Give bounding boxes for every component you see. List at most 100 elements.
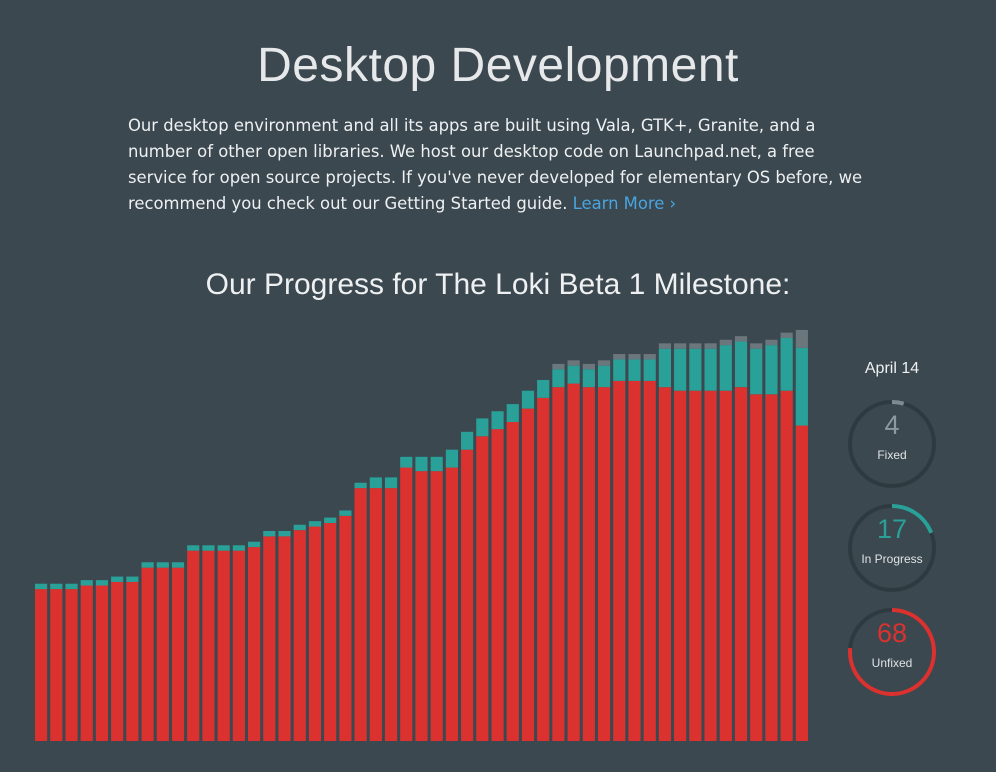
bar-in-progress-45 xyxy=(719,345,732,391)
bar-unfixed-37 xyxy=(597,387,611,741)
unfixed-stat: 68 Unfixed xyxy=(846,606,938,698)
bar-in-progress-35 xyxy=(567,365,580,384)
bar-in-progress-12 xyxy=(217,545,230,551)
bar-in-progress-37 xyxy=(597,365,611,388)
bar-unfixed-27 xyxy=(445,467,458,741)
bar-unfixed-45 xyxy=(719,390,732,741)
in-progress-label: In Progress xyxy=(861,552,923,566)
bar-fixed-38 xyxy=(613,354,626,360)
bar-in-progress-3 xyxy=(80,580,93,586)
page-title: Desktop Development xyxy=(257,39,739,92)
bar-unfixed-9 xyxy=(171,567,185,741)
bar-unfixed-6 xyxy=(126,581,139,741)
bar-fixed-47 xyxy=(750,343,763,349)
progress-subtitle: Our Progress for The Loki Beta 1 Milesto… xyxy=(205,268,791,301)
bar-unfixed-43 xyxy=(689,390,702,741)
learn-more-link[interactable]: Learn More › xyxy=(572,194,677,213)
bar-unfixed-7 xyxy=(141,567,154,741)
bar-unfixed-15 xyxy=(263,536,276,741)
fixed-count: 4 xyxy=(884,410,900,440)
bar-unfixed-49 xyxy=(780,390,793,741)
bar-in-progress-47 xyxy=(750,348,763,395)
bar-unfixed-28 xyxy=(461,449,474,741)
bar-fixed-36 xyxy=(582,363,595,370)
unfixed-count: 68 xyxy=(876,618,908,648)
bar-unfixed-17 xyxy=(293,530,306,741)
bar-unfixed-30 xyxy=(491,429,504,741)
bar-in-progress-17 xyxy=(293,524,306,531)
bar-in-progress-26 xyxy=(430,456,443,472)
bar-in-progress-11 xyxy=(202,545,215,551)
bar-unfixed-11 xyxy=(202,550,215,741)
fixed-stat: 4 Fixed xyxy=(846,398,938,490)
bar-fixed-35 xyxy=(567,360,580,366)
bar-unfixed-32 xyxy=(521,408,535,741)
bar-unfixed-10 xyxy=(187,550,200,741)
bar-in-progress-9 xyxy=(171,562,185,568)
bar-in-progress-18 xyxy=(308,521,322,527)
bar-in-progress-38 xyxy=(613,359,626,381)
bar-unfixed-4 xyxy=(95,585,109,741)
bar-unfixed-39 xyxy=(628,380,641,741)
bar-in-progress-42 xyxy=(674,348,687,391)
bar-in-progress-49 xyxy=(780,337,793,391)
bar-fixed-34 xyxy=(552,363,565,370)
bar-in-progress-39 xyxy=(628,359,641,381)
bar-in-progress-27 xyxy=(445,449,458,468)
bar-in-progress-13 xyxy=(232,545,245,551)
bar-unfixed-2 xyxy=(65,589,78,741)
bar-fixed-50 xyxy=(795,329,808,348)
bar-unfixed-24 xyxy=(400,467,413,741)
bar-unfixed-31 xyxy=(506,421,519,741)
bar-in-progress-15 xyxy=(263,531,276,537)
bar-unfixed-42 xyxy=(674,390,687,741)
bar-unfixed-40 xyxy=(643,380,656,741)
bar-in-progress-2 xyxy=(65,583,78,590)
bar-unfixed-29 xyxy=(476,436,489,741)
bar-unfixed-25 xyxy=(415,471,428,741)
bar-unfixed-44 xyxy=(704,390,717,741)
bar-unfixed-22 xyxy=(369,488,382,741)
in-progress-ring-icon xyxy=(848,504,936,592)
bar-fixed-45 xyxy=(719,339,732,346)
bar-unfixed-20 xyxy=(339,515,352,741)
bar-in-progress-14 xyxy=(248,541,261,548)
bar-unfixed-41 xyxy=(658,387,672,741)
bar-in-progress-41 xyxy=(658,348,672,388)
bar-in-progress-25 xyxy=(415,456,428,472)
bar-unfixed-5 xyxy=(111,581,124,741)
bar-unfixed-50 xyxy=(795,425,808,741)
stats-date: April 14 xyxy=(864,360,920,377)
bar-in-progress-44 xyxy=(704,348,717,391)
in-progress-stat: 17 In Progress xyxy=(846,502,938,594)
bar-in-progress-22 xyxy=(369,477,382,489)
intro-paragraph: Our desktop environment and all its apps… xyxy=(128,113,868,217)
bar-unfixed-18 xyxy=(308,526,322,741)
bar-unfixed-3 xyxy=(80,585,93,741)
bar-unfixed-46 xyxy=(734,387,748,741)
unfixed-label: Unfixed xyxy=(871,656,913,670)
bar-unfixed-14 xyxy=(248,547,261,741)
bar-in-progress-16 xyxy=(278,531,291,537)
bar-in-progress-19 xyxy=(324,517,337,523)
bar-fixed-40 xyxy=(643,354,656,360)
bar-in-progress-1 xyxy=(50,583,63,590)
bar-unfixed-48 xyxy=(765,394,778,741)
bar-in-progress-36 xyxy=(582,369,595,388)
bar-unfixed-1 xyxy=(50,589,63,741)
bar-in-progress-40 xyxy=(643,359,656,381)
fixed-ring-icon xyxy=(848,400,936,488)
bar-unfixed-12 xyxy=(217,550,230,741)
bar-in-progress-34 xyxy=(552,369,565,388)
bar-unfixed-19 xyxy=(324,522,337,741)
bar-in-progress-43 xyxy=(689,348,702,391)
bar-unfixed-35 xyxy=(567,383,580,741)
bar-unfixed-8 xyxy=(156,567,169,741)
bar-fixed-44 xyxy=(704,343,717,349)
bar-fixed-37 xyxy=(597,360,611,366)
bar-in-progress-6 xyxy=(126,576,139,582)
bar-unfixed-21 xyxy=(354,488,367,741)
bar-in-progress-4 xyxy=(95,580,109,586)
bar-in-progress-5 xyxy=(111,576,124,582)
bar-fixed-39 xyxy=(628,354,641,360)
